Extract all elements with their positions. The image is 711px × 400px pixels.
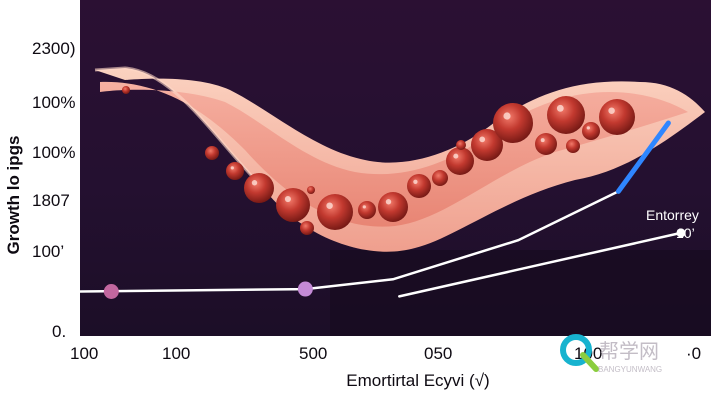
blood-cell xyxy=(300,221,314,235)
annotation-value: 10’ xyxy=(676,225,695,241)
y-axis-label: Growth lo ipgs xyxy=(4,136,23,255)
blood-cell xyxy=(205,146,219,160)
x-tick-label: 100 xyxy=(70,344,98,363)
data-point-marker xyxy=(103,283,119,299)
blood-cell xyxy=(535,133,557,155)
blood-cell xyxy=(407,174,431,198)
blood-cell xyxy=(599,99,635,135)
blood-cell xyxy=(358,201,376,219)
blood-cell-highlight xyxy=(413,179,418,184)
series-layer xyxy=(78,120,686,299)
blood-cell-highlight xyxy=(586,126,590,130)
annotation-label: Entorrey xyxy=(646,207,699,223)
x-tick-label: ·0 xyxy=(686,344,701,363)
blood-cell xyxy=(244,173,274,203)
y-tick-label: 0. xyxy=(52,322,66,341)
blood-cell-highlight xyxy=(230,166,234,170)
vessel-edge-highlight xyxy=(94,66,267,192)
y-tick-label: 100% xyxy=(32,143,75,162)
x-tick-label: 500 xyxy=(299,344,327,363)
vessel-illustration xyxy=(94,66,705,252)
blood-cell xyxy=(582,122,600,140)
y-tick-label: 100% xyxy=(32,93,75,112)
blood-cell xyxy=(378,192,408,222)
x-axis-label: Emortirtal Ecyvi (√) xyxy=(346,371,489,390)
series-line-0 xyxy=(78,190,620,293)
blood-cell xyxy=(307,186,315,194)
y-tick-label: 1807 xyxy=(32,191,70,210)
x-tick-label: 100 xyxy=(162,344,190,363)
series-line-2 xyxy=(615,120,671,194)
blood-cell-highlight xyxy=(503,112,511,120)
blood-cell xyxy=(456,140,466,150)
watermark-logo-icon xyxy=(560,334,592,366)
watermark-subtext: BANGYUNWANG xyxy=(598,365,662,374)
blood-cell-highlight xyxy=(326,202,333,209)
blood-cell-highlight xyxy=(385,199,392,205)
blood-cell-highlight xyxy=(479,136,486,143)
blood-cell xyxy=(432,170,448,186)
blood-cell-highlight xyxy=(556,104,564,112)
blood-cell xyxy=(446,147,474,175)
blood-cell-highlight xyxy=(251,180,258,186)
data-point-marker xyxy=(676,228,686,238)
blood-cell-highlight xyxy=(540,138,545,143)
blood-cell xyxy=(566,139,580,153)
vessel-lumen xyxy=(100,81,688,227)
blood-cell-highlight xyxy=(362,205,366,209)
blood-cell-highlight xyxy=(608,107,615,114)
blood-cells xyxy=(122,86,635,235)
watermark: 帮学网 BANGYUNWANG xyxy=(560,334,662,374)
y-tick-label: 2300) xyxy=(32,39,75,58)
watermark-logo-tail xyxy=(580,352,599,372)
blood-cell xyxy=(471,129,503,161)
y-tick-label: 100’ xyxy=(32,242,64,261)
plot-panel-shade xyxy=(330,250,711,336)
watermark-text: 帮学网 xyxy=(599,340,659,363)
data-point-marker xyxy=(297,281,313,297)
blood-cell-highlight xyxy=(284,195,291,203)
blood-cell xyxy=(122,86,130,94)
x-tick-label: 050 xyxy=(424,344,452,363)
blood-cell xyxy=(493,103,533,143)
blood-cell xyxy=(547,96,585,134)
blood-cell xyxy=(226,162,244,180)
series-line-1 xyxy=(398,231,683,298)
blood-cell xyxy=(317,194,353,230)
blood-cell-highlight xyxy=(453,153,459,159)
blood-cell xyxy=(276,188,310,222)
